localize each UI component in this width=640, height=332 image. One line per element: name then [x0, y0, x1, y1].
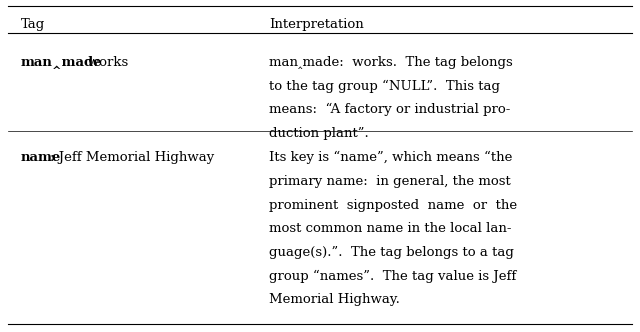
- Text: Its key is “name”, which means “the: Its key is “name”, which means “the: [269, 151, 513, 164]
- Text: means:  “A factory or industrial pro-: means: “A factory or industrial pro-: [269, 103, 510, 116]
- Text: Memorial Highway.: Memorial Highway.: [269, 293, 400, 306]
- Text: Tag: Tag: [20, 18, 45, 31]
- Text: guage(s).”.  The tag belongs to a tag: guage(s).”. The tag belongs to a tag: [269, 246, 514, 259]
- Text: duction plant”.: duction plant”.: [269, 127, 369, 140]
- Text: primary name:  in general, the most: primary name: in general, the most: [269, 175, 511, 188]
- Text: Interpretation: Interpretation: [269, 18, 364, 31]
- Text: prominent  signposted  name  or  the: prominent signposted name or the: [269, 199, 517, 211]
- Text: most common name in the local lan-: most common name in the local lan-: [269, 222, 511, 235]
- Text: : Jeff Memorial Highway: : Jeff Memorial Highway: [50, 151, 214, 164]
- Text: group “names”.  The tag value is Jeff: group “names”. The tag value is Jeff: [269, 270, 516, 283]
- Text: : works: : works: [79, 56, 129, 69]
- Text: name: name: [20, 151, 61, 164]
- Text: man‸made: man‸made: [20, 56, 102, 69]
- Text: man‸made:  works.  The tag belongs: man‸made: works. The tag belongs: [269, 56, 513, 69]
- Text: to the tag group “NULL”.  This tag: to the tag group “NULL”. This tag: [269, 79, 500, 93]
